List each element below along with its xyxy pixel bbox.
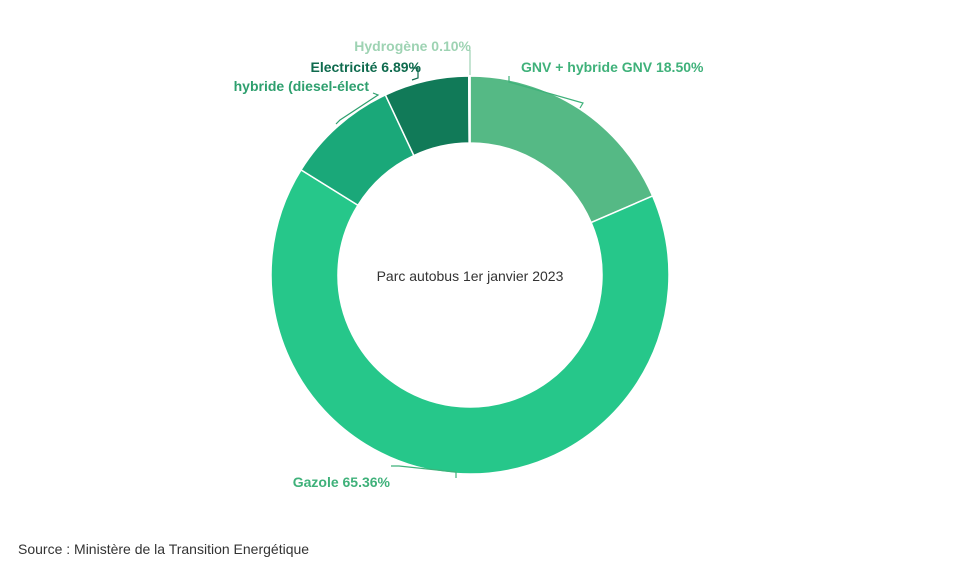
source-note: Source : Ministère de la Transition Ener… <box>18 541 310 557</box>
slice-label: hybride (diesel-élect <box>234 78 370 94</box>
leader-line <box>508 76 584 109</box>
slice-label: Electricité 6.89% <box>310 59 421 75</box>
leader-line <box>391 465 457 478</box>
slice-hydrog-ne <box>467 75 471 144</box>
slices-group <box>270 75 670 475</box>
leader-line <box>335 92 380 125</box>
leader-line <box>410 67 419 81</box>
slice-gazole <box>270 168 670 475</box>
slice-label: Gazole 65.36% <box>293 474 391 490</box>
labels-group: GNV + hybride GNV 18.50% Gazole 65.36% hyb… <box>234 38 704 490</box>
center-label: Parc autobus 1er janvier 2023 <box>377 268 564 284</box>
leaders-group <box>335 50 584 478</box>
slice-gnv-hybride-gnv <box>469 75 654 224</box>
donut-chart: GNV + hybride GNV 18.50% Gazole 65.36% hyb… <box>234 38 704 490</box>
slice-label: GNV + hybride GNV 18.50% <box>521 59 704 75</box>
slice-label: Hydrogène 0.10% <box>354 38 471 54</box>
